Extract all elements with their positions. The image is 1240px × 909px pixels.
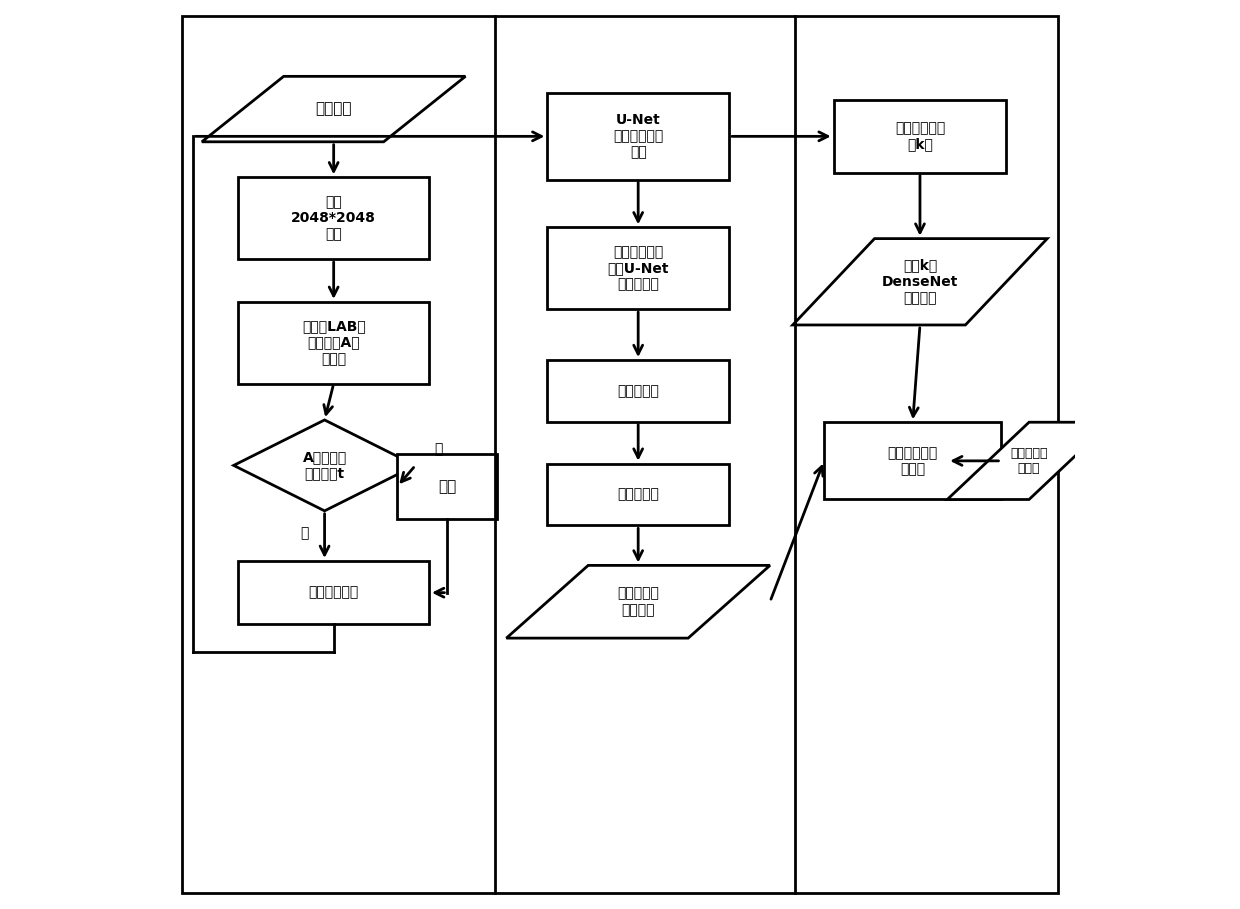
Text: 病理切片: 病理切片 bbox=[315, 102, 352, 116]
Bar bbox=[238, 302, 429, 384]
Bar bbox=[547, 464, 729, 525]
Text: 分割预训练
分类模型: 分割预训练 分类模型 bbox=[618, 586, 660, 617]
Text: 划分
2048*2048
区域: 划分 2048*2048 区域 bbox=[291, 195, 376, 242]
Text: 降低学习率: 降低学习率 bbox=[618, 384, 660, 398]
Text: 训练k个
DenseNet
分类模型: 训练k个 DenseNet 分类模型 bbox=[882, 258, 959, 305]
Polygon shape bbox=[202, 76, 465, 142]
Polygon shape bbox=[233, 420, 415, 511]
Text: 是: 是 bbox=[300, 526, 309, 541]
Bar bbox=[547, 360, 729, 422]
Text: 使用全连接层
替换U-Net
顶层卷积层: 使用全连接层 替换U-Net 顶层卷积层 bbox=[608, 245, 668, 292]
Text: A通道均值
是否大于t: A通道均值 是否大于t bbox=[303, 450, 347, 481]
Text: 训练数据划分
为k份: 训练数据划分 为k份 bbox=[895, 121, 945, 152]
Text: 转换为LAB通
道，计算A通
道均值: 转换为LAB通 道，计算A通 道均值 bbox=[301, 319, 366, 366]
Text: 训练分类器: 训练分类器 bbox=[618, 487, 660, 502]
Bar bbox=[547, 94, 729, 180]
Bar bbox=[397, 454, 497, 519]
Bar bbox=[833, 100, 1007, 173]
Text: 加权均值法集
成模型: 加权均值法集 成模型 bbox=[888, 445, 937, 476]
Bar bbox=[238, 177, 429, 259]
Text: 舍弃: 舍弃 bbox=[438, 479, 456, 494]
Bar bbox=[547, 227, 729, 309]
Text: 否: 否 bbox=[434, 442, 443, 456]
Text: 有效判别区域: 有效判别区域 bbox=[309, 585, 358, 600]
Bar bbox=[825, 422, 1002, 500]
Text: U-Net
预训练至模型
收敛: U-Net 预训练至模型 收敛 bbox=[613, 113, 663, 160]
Polygon shape bbox=[947, 422, 1111, 500]
Polygon shape bbox=[506, 565, 770, 638]
Polygon shape bbox=[792, 239, 1048, 325]
Bar bbox=[238, 561, 429, 624]
Text: 输出最终分
类模型: 输出最终分 类模型 bbox=[1011, 447, 1048, 474]
